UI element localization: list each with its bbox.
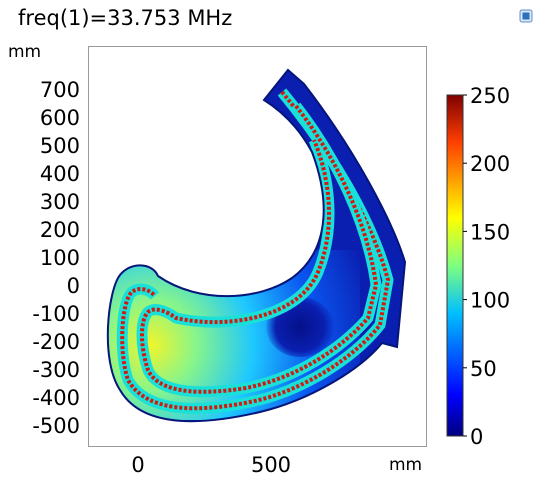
field-band-inner-peak (140, 104, 379, 394)
y-tick-label: 0 (67, 274, 80, 298)
x-tick-label: 0 (131, 453, 144, 477)
plot-title: freq(1)=33.753 MHz (18, 6, 233, 30)
y-tick-label: 400 (40, 162, 80, 186)
colorbar-tick-label: 150 (470, 220, 510, 244)
colorbar-tick-label: 0 (470, 425, 483, 449)
field-shape (106, 68, 407, 423)
x-axis-ticks: 0 500 (131, 453, 291, 477)
colorbar-tick-label: 200 (470, 152, 510, 176)
y-tick-label: 100 (40, 246, 80, 270)
y-tick-label: -200 (32, 330, 80, 354)
y-tick-label: -100 (32, 302, 80, 326)
image-icon[interactable] (519, 8, 533, 23)
y-axis-unit: mm (8, 42, 42, 62)
colorbar-ticks: 250 200 150 100 50 0 (463, 84, 510, 449)
y-tick-label: 600 (40, 106, 80, 130)
y-tick-label: -500 (32, 414, 80, 438)
colorbar-tick-label: 50 (470, 357, 497, 381)
y-tick-label: 200 (40, 218, 80, 242)
x-axis-unit: mm (389, 455, 423, 475)
colorbar-tick-label: 100 (470, 289, 510, 313)
y-tick-label: 300 (40, 190, 80, 214)
y-tick-label: -300 (32, 358, 80, 382)
y-tick-label: 500 (40, 134, 80, 158)
colorbar-tick-label: 250 (470, 84, 510, 108)
field-band-outer-peak (120, 90, 391, 411)
field-domain-edge (106, 68, 407, 423)
y-axis-ticks: 700 600 500 400 300 200 100 0 -100 -200 -300 -400 -5… (32, 78, 80, 438)
x-tick-label: 500 (251, 453, 291, 477)
y-tick-label: 700 (40, 78, 80, 102)
y-tick-label: -400 (32, 386, 80, 410)
colorbar (446, 94, 464, 437)
